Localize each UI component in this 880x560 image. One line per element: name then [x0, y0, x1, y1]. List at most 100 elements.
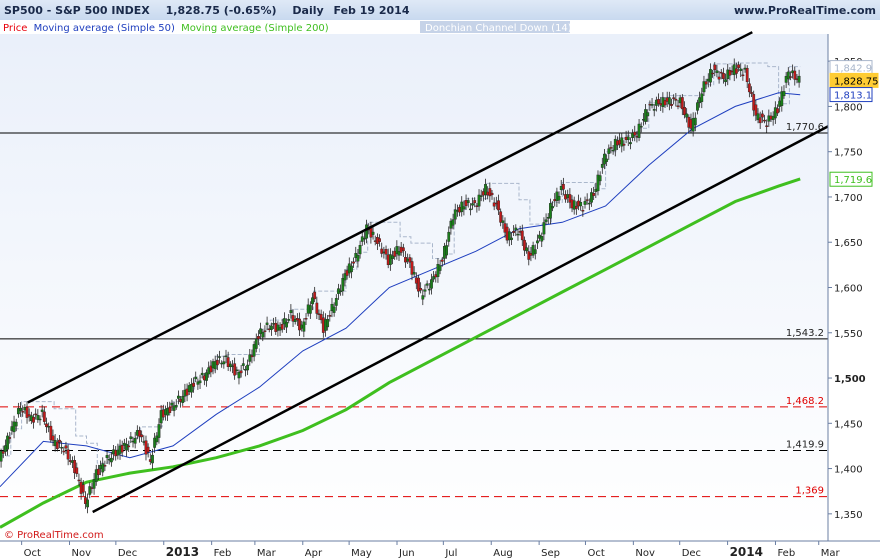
candle-body — [473, 200, 477, 204]
candle-body — [75, 467, 79, 474]
candle-body — [270, 325, 273, 330]
candle-body — [551, 206, 554, 209]
x-tick-label: Mar — [257, 548, 277, 559]
ma200-line — [0, 177, 801, 529]
legend-price[interactable]: Price — [3, 23, 27, 34]
header-date: Feb 19 2014 — [334, 4, 410, 17]
candle-body — [724, 79, 727, 83]
candle-body — [747, 83, 751, 93]
candle-body — [235, 369, 239, 372]
candle-body — [793, 70, 797, 80]
candle-body — [696, 102, 699, 111]
candle-body — [514, 227, 518, 231]
candle-body — [497, 200, 500, 211]
candle-body — [60, 446, 64, 449]
value-tag-label: 1,842.9 — [834, 64, 872, 75]
candle-body — [246, 364, 250, 371]
x-tick-label: May — [351, 548, 372, 559]
candle-body — [86, 499, 89, 508]
x-tick-label: Jul — [444, 548, 457, 559]
candle-body — [19, 408, 22, 411]
candle-body — [466, 200, 470, 203]
candle-body — [544, 219, 548, 222]
level-label: 1,770.6 — [786, 122, 824, 133]
candle-body — [222, 361, 226, 365]
candle-body — [209, 365, 213, 373]
value-tag-box — [829, 171, 873, 187]
candle-body — [174, 405, 178, 408]
x-tick-label: Nov — [72, 548, 92, 559]
candle-body — [280, 324, 284, 330]
candle-body — [702, 81, 706, 93]
candle-body — [728, 70, 732, 76]
candle-body — [45, 423, 48, 428]
candle-body — [241, 363, 245, 366]
candle-body — [371, 231, 375, 235]
candle-body — [129, 436, 133, 439]
candle-body — [177, 395, 180, 399]
candle-body — [213, 361, 217, 370]
candle-body — [479, 195, 483, 197]
legend-donchian[interactable]: Donchian Channel Down (14) — [425, 23, 572, 34]
legend-ma200[interactable]: Moving average (Simple 200) — [181, 23, 329, 34]
candle-body — [760, 113, 764, 118]
value-tag-label: 1,828.75 — [834, 76, 879, 87]
candle-body — [38, 418, 42, 421]
x-tick-label: Dec — [682, 548, 701, 559]
candle-body — [42, 411, 46, 422]
candle-body — [782, 91, 786, 97]
candle-body — [763, 119, 766, 122]
candle-body — [410, 261, 414, 275]
candle-body — [88, 486, 92, 495]
candle-body — [789, 76, 792, 78]
candle-body — [596, 174, 600, 192]
candle-body — [427, 288, 431, 291]
x-tick-label: Dec — [118, 548, 137, 559]
timeframe: Daily — [292, 4, 323, 17]
x-tick-label: Nov — [635, 548, 655, 559]
site-link[interactable]: www.ProRealTime.com — [734, 4, 876, 17]
y-tick-label: 1,750 — [834, 148, 863, 159]
candle-body — [741, 74, 745, 77]
candle-body — [499, 211, 503, 223]
candle-body — [629, 142, 632, 145]
candle-body — [265, 322, 269, 325]
candle-body — [520, 230, 524, 241]
candle-body — [516, 233, 520, 236]
candle-body — [153, 437, 157, 448]
candle-body — [650, 104, 654, 106]
x-tick-label: Oct — [24, 548, 41, 559]
candle-body — [572, 200, 576, 210]
candle-body — [200, 372, 204, 376]
candle-body — [750, 92, 753, 94]
candle-body — [334, 298, 338, 306]
candle-body — [287, 318, 291, 321]
candle-body — [549, 203, 552, 219]
candle-body — [417, 277, 420, 292]
candle-body — [501, 220, 505, 223]
candle-body — [365, 224, 368, 239]
candle-body — [408, 257, 412, 263]
x-tick-label: Oct — [587, 548, 604, 559]
candle-body — [218, 356, 221, 358]
candle-body — [140, 434, 144, 438]
candle-body — [49, 425, 53, 441]
candle-body — [646, 112, 650, 117]
candle-body — [14, 421, 18, 427]
candle-body — [282, 318, 286, 325]
candle-body — [737, 64, 740, 68]
candle-body — [581, 210, 585, 212]
candle-body — [138, 430, 141, 437]
legend-ma50[interactable]: Moving average (Simple 50) — [34, 23, 175, 34]
x-tick-label: Mar — [821, 548, 841, 559]
candle-body — [579, 202, 583, 207]
candle-body — [715, 70, 719, 73]
candle-body — [745, 68, 749, 83]
candle-body — [490, 192, 494, 196]
candle-body — [81, 484, 85, 493]
candle-body — [8, 437, 12, 439]
candle-body — [722, 73, 725, 79]
candle-body — [21, 411, 25, 413]
candle-body — [261, 331, 265, 338]
